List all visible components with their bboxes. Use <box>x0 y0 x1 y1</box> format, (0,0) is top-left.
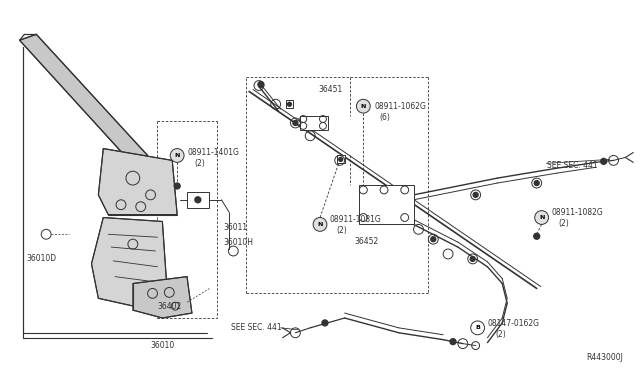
Circle shape <box>431 237 436 242</box>
Polygon shape <box>133 277 192 318</box>
Text: 08911-1401G: 08911-1401G <box>187 148 239 157</box>
Text: 36452: 36452 <box>355 237 379 246</box>
Circle shape <box>356 99 370 113</box>
Polygon shape <box>99 148 177 215</box>
Text: (2): (2) <box>495 330 506 339</box>
Bar <box>360 185 413 224</box>
Circle shape <box>470 256 475 262</box>
Polygon shape <box>20 34 148 162</box>
Circle shape <box>322 320 328 326</box>
Circle shape <box>313 218 327 231</box>
Text: N: N <box>175 153 180 158</box>
Circle shape <box>293 121 298 125</box>
Circle shape <box>170 148 184 162</box>
Text: (2): (2) <box>337 226 348 235</box>
Text: SEE SEC. 441: SEE SEC. 441 <box>547 161 597 170</box>
Text: (6): (6) <box>379 113 390 122</box>
Text: 36011: 36011 <box>223 223 248 232</box>
Circle shape <box>473 192 478 197</box>
Bar <box>300 116 328 130</box>
Circle shape <box>339 157 342 161</box>
Text: SEE SEC. 441: SEE SEC. 441 <box>231 323 282 332</box>
Circle shape <box>287 102 291 106</box>
Text: N: N <box>317 222 323 227</box>
Circle shape <box>601 158 607 164</box>
Text: N: N <box>361 104 366 109</box>
Circle shape <box>534 233 540 239</box>
Text: 36010: 36010 <box>150 341 175 350</box>
Polygon shape <box>92 218 167 308</box>
Text: 36010D: 36010D <box>26 254 56 263</box>
Text: N: N <box>539 215 545 220</box>
Circle shape <box>174 183 180 189</box>
Circle shape <box>534 180 539 186</box>
Text: (2): (2) <box>194 159 205 168</box>
Bar <box>337 155 344 163</box>
Bar <box>285 100 293 108</box>
Text: 08147-0162G: 08147-0162G <box>488 320 540 328</box>
Text: 36451: 36451 <box>318 85 342 94</box>
Text: R443000J: R443000J <box>586 353 623 362</box>
Text: 08911-1062G: 08911-1062G <box>374 102 426 111</box>
Text: 08911-1081G: 08911-1081G <box>330 215 381 224</box>
Circle shape <box>535 211 548 224</box>
Text: 36010H: 36010H <box>223 238 253 247</box>
Text: B: B <box>475 326 480 330</box>
Text: 08911-1082G: 08911-1082G <box>552 208 604 217</box>
Circle shape <box>470 321 484 335</box>
Circle shape <box>195 197 201 203</box>
Circle shape <box>450 339 456 344</box>
Text: 36402: 36402 <box>157 302 182 311</box>
Text: (2): (2) <box>558 219 569 228</box>
Circle shape <box>258 81 264 87</box>
Bar <box>187 192 209 208</box>
